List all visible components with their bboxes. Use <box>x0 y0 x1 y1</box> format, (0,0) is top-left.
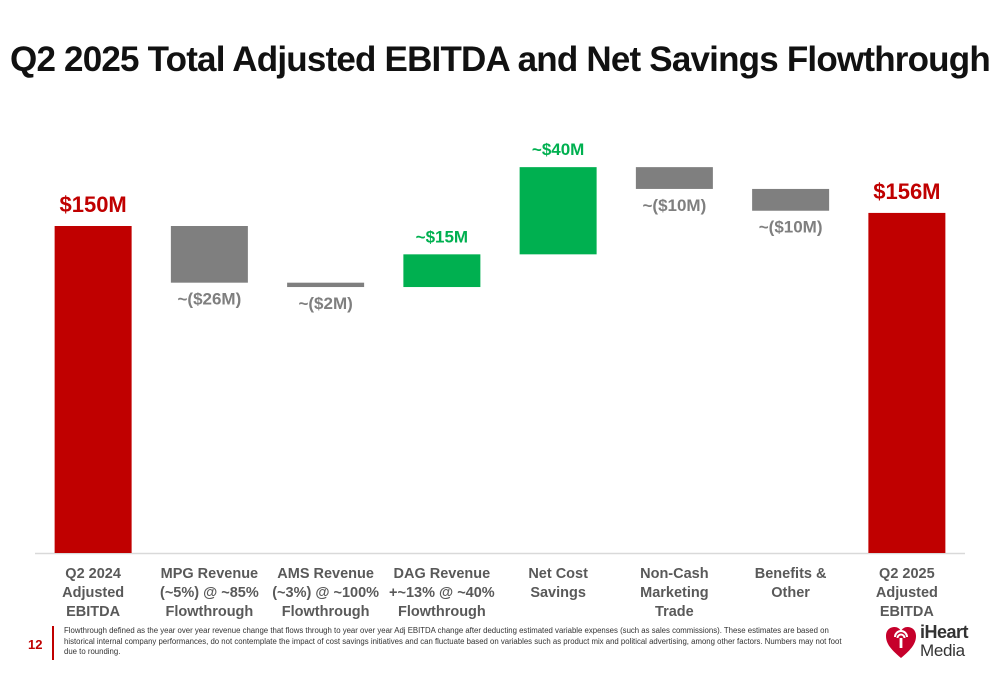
category-label-7: Q2 2025 Adjusted EBITDA <box>876 566 938 620</box>
category-label-6: Benefits & Other <box>755 566 827 601</box>
bar-decrease-2 <box>287 282 365 288</box>
bar-decrease-5 <box>635 167 713 189</box>
data-label-0: $150M <box>59 192 126 217</box>
category-label-2: AMS Revenue (~3%) @ ~100% Flowthrough <box>272 566 379 620</box>
data-label-2: ~($2M) <box>298 294 352 313</box>
footnote: Flowthrough defined as the year over yea… <box>64 626 842 656</box>
logo-text-iheart: iHeart <box>920 622 969 642</box>
waterfall-chart: $150M Q2 2024 Adjusted EBITDA ~($26M) MPG Rev… <box>35 140 965 620</box>
category-label-3: DAG Revenue +~13% @ ~40% Flowthrough <box>389 566 495 620</box>
bar-total-0 <box>54 226 132 553</box>
page-number: 12 <box>28 637 43 652</box>
data-label-3: ~$15M <box>416 227 468 246</box>
category-label-5: Non-Cash Marketing Trade <box>640 566 709 620</box>
bar-decrease-6 <box>752 188 830 211</box>
bar-total-7 <box>868 212 946 554</box>
category-label-4: Net Cost Savings <box>528 566 588 601</box>
bar-decrease-1 <box>170 226 248 283</box>
category-label-1: MPG Revenue (~5%) @ ~85% Flowthrough <box>160 566 259 620</box>
page-title: Q2 2025 Total Adjusted EBITDA and Net Sa… <box>10 40 991 79</box>
bar-increase-3 <box>403 254 481 288</box>
bar-increase-4 <box>519 167 597 255</box>
logo-text-media: Media <box>920 641 965 660</box>
category-label-0: Q2 2024 Adjusted EBITDA <box>62 566 124 620</box>
data-label-5: ~($10M) <box>642 196 706 215</box>
data-label-4: ~$40M <box>532 140 584 159</box>
data-label-7: $156M <box>873 179 940 204</box>
data-label-6: ~($10M) <box>759 218 823 237</box>
iheart-logo-icon <box>886 627 916 658</box>
data-label-1: ~($26M) <box>177 290 241 309</box>
footer-divider <box>52 626 54 660</box>
iheartmedia-logo: iHeart Media <box>884 622 984 666</box>
